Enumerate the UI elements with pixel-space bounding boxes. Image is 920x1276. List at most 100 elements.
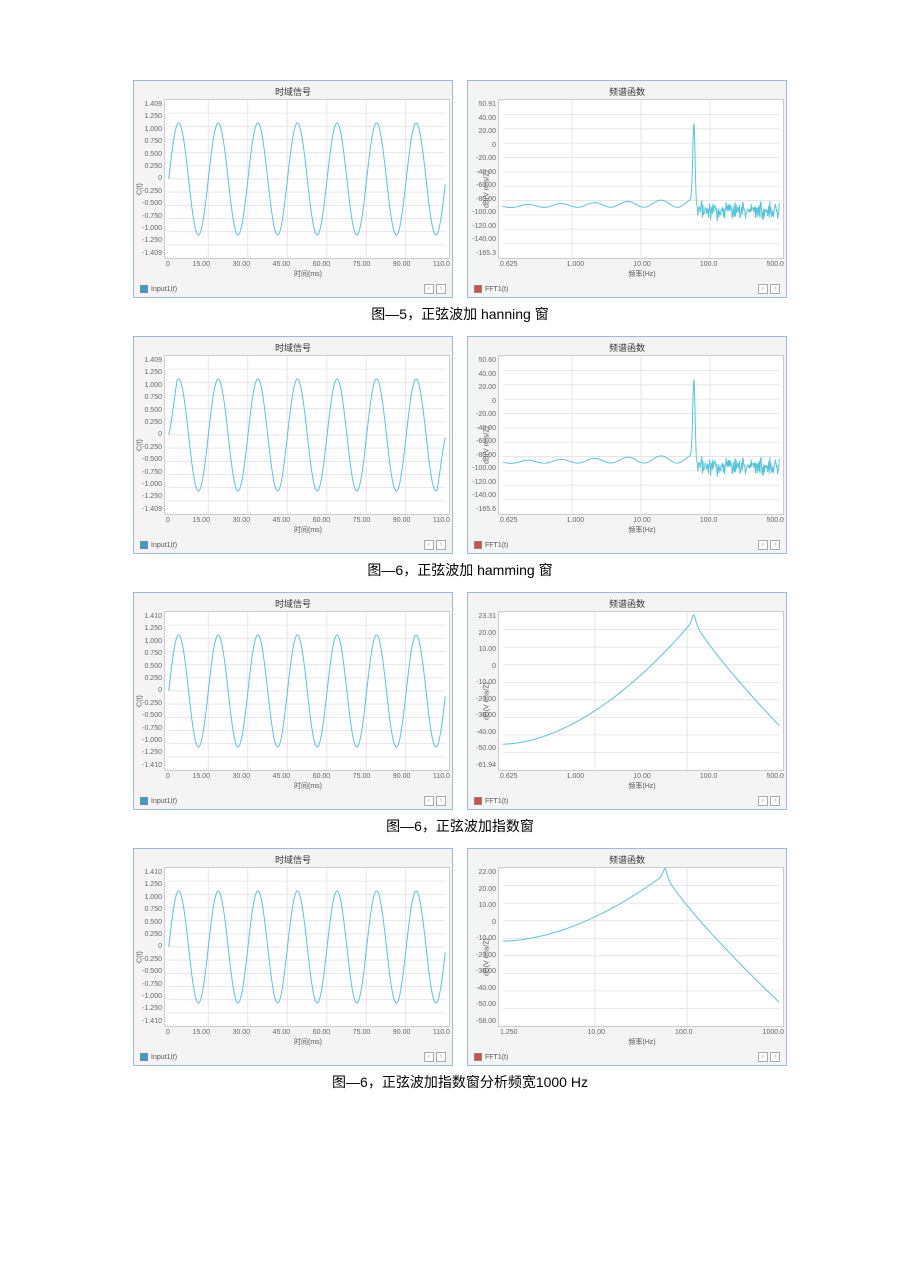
x-tick: 30.00 — [233, 1029, 251, 1036]
legend-swatch — [474, 541, 482, 549]
nav-prev[interactable]: ‹ — [758, 284, 768, 294]
x-tick: 45.00 — [273, 517, 291, 524]
nav-prev[interactable]: ‹ — [758, 796, 768, 806]
y-tick: 0.500 — [144, 663, 162, 670]
y-tick: -140.00 — [472, 492, 496, 499]
x-tick: 110.0 — [433, 261, 450, 268]
x-tick: 75.00 — [353, 1029, 371, 1036]
y-axis-label: dB(V rms/Z) — [483, 426, 490, 464]
x-tick: 0.625 — [500, 773, 518, 780]
y-tick: 0.250 — [144, 419, 162, 426]
y-tick: 0.500 — [144, 919, 162, 926]
nav-next[interactable]: › — [770, 540, 780, 550]
nav-next[interactable]: › — [770, 1052, 780, 1062]
nav-prev[interactable]: ‹ — [424, 796, 434, 806]
x-axis: 1.25010.00100.01000.0 — [470, 1027, 784, 1036]
y-tick: -1.410 — [142, 762, 162, 769]
y-tick: 20.00 — [478, 886, 496, 893]
x-tick: 10.00 — [588, 1029, 606, 1036]
x-tick: 75.00 — [353, 517, 371, 524]
y-tick: 10.00 — [478, 902, 496, 909]
nav-prev[interactable]: ‹ — [424, 1052, 434, 1062]
legend-item: Input1(t) — [140, 285, 177, 293]
time-plot — [164, 611, 450, 771]
y-tick: -1.000 — [142, 225, 162, 232]
legend-item: FFT1(t) — [474, 797, 508, 805]
y-tick: 1.410 — [144, 613, 162, 620]
panel-title: 频谱函数 — [470, 83, 784, 99]
legend-bar: FFT1(t) ‹ › — [470, 537, 784, 551]
legend-swatch — [474, 797, 482, 805]
legend-item: Input1(t) — [140, 541, 177, 549]
y-tick: -1.000 — [142, 481, 162, 488]
y-tick: -0.250 — [142, 188, 162, 195]
x-tick: 110.0 — [433, 1029, 450, 1036]
y-tick: -1.410 — [142, 1018, 162, 1025]
y-tick: 22.00 — [478, 869, 496, 876]
time-signal-svg — [165, 100, 449, 258]
y-tick: -0.500 — [142, 712, 162, 719]
x-tick: 1.000 — [567, 261, 585, 268]
x-tick: 15.00 — [192, 1029, 210, 1036]
nav-prev[interactable]: ‹ — [758, 1052, 768, 1062]
x-axis: 0.6251.00010.00100.0500.0 — [470, 259, 784, 268]
x-tick: 1000.0 — [763, 1029, 784, 1036]
y-axis: 1.4091.2501.0000.7500.5000.2500-0.250-0.… — [136, 99, 164, 259]
x-tick: 0 — [166, 261, 170, 268]
x-axis-label: 时间(ms) — [136, 268, 450, 281]
y-tick: -100.00 — [472, 209, 496, 216]
y-axis-label: C(t) — [136, 951, 143, 963]
legend-swatch — [140, 797, 148, 805]
y-tick: 50.91 — [478, 101, 496, 108]
nav-next[interactable]: › — [436, 796, 446, 806]
x-tick: 100.0 — [700, 261, 718, 268]
y-tick: 1.000 — [144, 894, 162, 901]
legend-item: FFT1(t) — [474, 285, 508, 293]
y-tick: -61.94 — [476, 762, 496, 769]
y-tick: -20.00 — [476, 411, 496, 418]
y-tick: 20.00 — [478, 128, 496, 135]
freq-signal-svg — [499, 612, 783, 770]
nav-next[interactable]: › — [436, 284, 446, 294]
caption-2: 图—6，正弦波加 hamming 窗 — [130, 554, 790, 592]
legend-swatch — [474, 285, 482, 293]
x-tick: 110.0 — [433, 517, 450, 524]
y-tick: -100.00 — [472, 465, 496, 472]
panel-title: 时域信号 — [136, 851, 450, 867]
time-signal-svg — [165, 868, 449, 1026]
nav-next[interactable]: › — [436, 540, 446, 550]
nav-next[interactable]: › — [770, 796, 780, 806]
x-tick: 0 — [166, 517, 170, 524]
y-tick: -1.000 — [142, 737, 162, 744]
nav-prev[interactable]: ‹ — [424, 540, 434, 550]
y-tick: -0.750 — [142, 981, 162, 988]
nav-prev[interactable]: ‹ — [424, 284, 434, 294]
x-tick: 90.00 — [393, 1029, 411, 1036]
x-tick: 15.00 — [192, 517, 210, 524]
nav-next[interactable]: › — [770, 284, 780, 294]
legend-bar: Input1(t) ‹ › — [136, 537, 450, 551]
freq-plot — [498, 867, 784, 1027]
row-2: 时域信号 C(t) 1.4091.2501.0000.7500.5000.250… — [130, 336, 790, 554]
y-axis-label: C(t) — [136, 695, 143, 707]
y-axis: 1.4091.2501.0000.7500.5000.2500-0.250-0.… — [136, 355, 164, 515]
nav-prev[interactable]: ‹ — [758, 540, 768, 550]
y-tick: 0.500 — [144, 407, 162, 414]
time-plot — [164, 867, 450, 1027]
y-tick: -165.6 — [476, 506, 496, 513]
freq-plot — [498, 355, 784, 515]
time-signal-svg — [165, 356, 449, 514]
y-tick: -0.250 — [142, 700, 162, 707]
x-axis-label: 频率(Hz) — [470, 524, 784, 537]
x-axis: 015.0030.0045.0060.0075.0090.00110.0 — [136, 771, 450, 780]
y-tick: 0.250 — [144, 163, 162, 170]
legend-label: Input1(t) — [151, 798, 177, 805]
y-tick: -40.00 — [476, 729, 496, 736]
nav-next[interactable]: › — [436, 1052, 446, 1062]
y-tick: -1.409 — [142, 250, 162, 257]
y-tick: -1.250 — [142, 1005, 162, 1012]
x-tick: 10.00 — [633, 773, 651, 780]
caption-3: 图—6，正弦波加指数窗 — [130, 810, 790, 848]
x-tick: 100.0 — [700, 517, 718, 524]
freq-plot — [498, 611, 784, 771]
